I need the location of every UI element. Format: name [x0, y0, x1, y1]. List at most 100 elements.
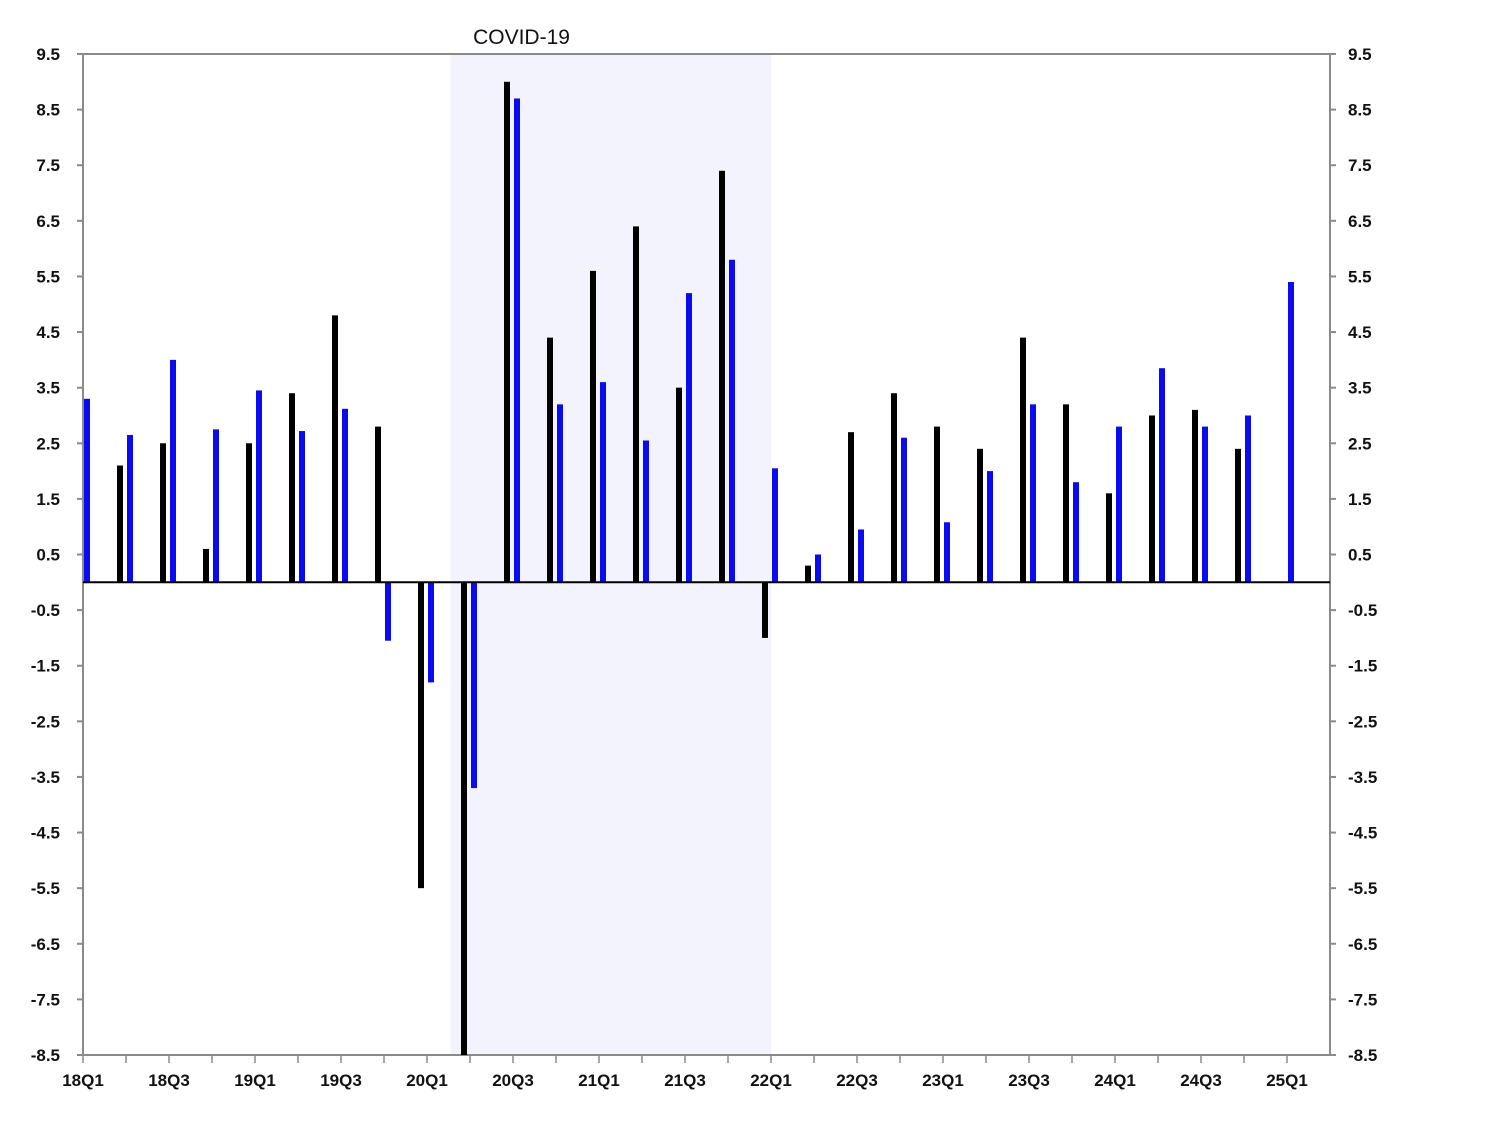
- x-tick-label: 25Q1: [1266, 1071, 1308, 1090]
- y-tick-label-right: 8.5: [1348, 101, 1372, 120]
- bar-series-2-20Q3: [514, 98, 520, 583]
- bar-series-2-19Q3: [342, 408, 348, 583]
- bar-series-2-20Q4: [557, 404, 563, 583]
- x-tick-label: 23Q1: [922, 1071, 964, 1090]
- y-tick-label-right: 7.5: [1348, 156, 1372, 175]
- bar-series-2-19Q2: [299, 431, 305, 583]
- bar-series-2-24Q4: [1245, 415, 1251, 583]
- bar-series-2-23Q1: [944, 522, 950, 583]
- x-tick-label: 24Q3: [1180, 1071, 1222, 1090]
- y-tick-label-left: 4.5: [36, 323, 60, 342]
- bar-series-1-19Q2: [289, 393, 295, 583]
- bar-series-1-24Q3: [1192, 409, 1198, 583]
- x-tick-label: 22Q1: [750, 1071, 792, 1090]
- y-tick-label-left: -8.5: [31, 1046, 60, 1065]
- y-tick-label-right: -8.5: [1348, 1046, 1377, 1065]
- bar-series-1-19Q1: [246, 443, 252, 583]
- y-tick-label-right: 9.5: [1348, 45, 1372, 64]
- bar-series-2-20Q1: [428, 582, 434, 683]
- x-tick-label: 21Q3: [664, 1071, 706, 1090]
- bar-series-1-22Q2: [805, 565, 811, 583]
- bar-series-2-19Q4: [385, 582, 391, 641]
- bar-series-1-21Q1: [590, 270, 596, 583]
- y-tick-label-right: 1.5: [1348, 490, 1372, 509]
- bar-series-1-23Q1: [934, 426, 940, 583]
- bar-series-2-21Q3: [686, 293, 692, 583]
- bar-series-1-18Q4: [203, 548, 209, 583]
- x-tick-label: 22Q3: [836, 1071, 878, 1090]
- bar-series-2-24Q3: [1202, 426, 1208, 583]
- bar-series-1-20Q3: [504, 81, 510, 583]
- y-tick-label-left: -5.5: [31, 879, 60, 898]
- bar-series-2-18Q4: [213, 429, 219, 583]
- bar-series-2-23Q4: [1073, 482, 1079, 583]
- bar-series-2-25Q1: [1288, 282, 1294, 583]
- x-tick-label: 18Q3: [148, 1071, 190, 1090]
- y-tick-label-right: -7.5: [1348, 990, 1377, 1009]
- x-tick-label: 18Q1: [62, 1071, 104, 1090]
- y-tick-label-left: -3.5: [31, 768, 60, 787]
- x-tick-label: 21Q1: [578, 1071, 620, 1090]
- y-tick-label-left: 3.5: [36, 379, 60, 398]
- bar-series-1-22Q4: [891, 393, 897, 583]
- bar-series-1-19Q4: [375, 426, 381, 583]
- x-tick-label: 20Q3: [492, 1071, 534, 1090]
- bar-series-1-18Q3: [160, 443, 166, 583]
- x-tick-label: 23Q3: [1008, 1071, 1050, 1090]
- y-tick-label-right: 4.5: [1348, 323, 1372, 342]
- bar-series-1-20Q4: [547, 337, 553, 583]
- bar-series-1-18Q2: [117, 465, 123, 583]
- y-tick-label-left: 2.5: [36, 434, 60, 453]
- covid-region-label: COVID-19: [473, 26, 570, 49]
- y-tick-label-left: -6.5: [31, 935, 60, 954]
- bar-series-2-21Q1: [600, 382, 606, 583]
- y-tick-label-left: -2.5: [31, 712, 60, 731]
- bar-series-1-23Q4: [1063, 404, 1069, 583]
- bar-series-2-19Q1: [256, 390, 262, 583]
- bar-series-1-23Q3: [1020, 337, 1026, 583]
- y-tick-label-left: 9.5: [36, 45, 60, 64]
- y-tick-label-right: -3.5: [1348, 768, 1377, 787]
- y-tick-label-left: 6.5: [36, 212, 60, 231]
- y-tick-label-right: 3.5: [1348, 379, 1372, 398]
- y-tick-label-right: 0.5: [1348, 546, 1372, 565]
- x-tick-label: 24Q1: [1094, 1071, 1136, 1090]
- y-tick-label-right: 6.5: [1348, 212, 1372, 231]
- x-tick-label: 19Q1: [234, 1071, 276, 1090]
- bar-series-2-24Q2: [1159, 368, 1165, 583]
- bar-series-1-24Q1: [1106, 493, 1112, 583]
- bar-series-2-22Q1: [772, 468, 778, 583]
- y-tick-label-left: -4.5: [31, 824, 60, 843]
- bar-series-2-22Q2: [815, 554, 821, 583]
- y-tick-label-left: -7.5: [31, 990, 60, 1009]
- y-tick-label-left: 7.5: [36, 156, 60, 175]
- y-tick-label-right: -0.5: [1348, 601, 1377, 620]
- bar-series-2-24Q1: [1116, 426, 1122, 583]
- bar-series-1-20Q1: [418, 582, 424, 889]
- covid-shaded-region: [450, 54, 771, 1055]
- bar-series-1-21Q2: [633, 226, 639, 583]
- bar-series-1-24Q4: [1235, 448, 1241, 583]
- y-tick-label-left: -1.5: [31, 657, 60, 676]
- bar-series-2-23Q2: [987, 471, 993, 583]
- bar-series-1-21Q4: [719, 170, 725, 583]
- bar-series-2-23Q3: [1030, 404, 1036, 583]
- bar-series-2-18Q1: [84, 398, 90, 583]
- bar-series-1-24Q2: [1149, 415, 1155, 583]
- y-tick-label-right: 2.5: [1348, 434, 1372, 453]
- y-tick-label-left: 0.5: [36, 546, 60, 565]
- y-tick-label-right: -1.5: [1348, 657, 1377, 676]
- y-tick-label-right: -6.5: [1348, 935, 1377, 954]
- bar-series-2-18Q3: [170, 359, 176, 583]
- bar-series-1-19Q3: [332, 315, 338, 583]
- x-tick-label: 19Q3: [320, 1071, 362, 1090]
- bar-series-1-20Q2: [461, 582, 467, 1055]
- y-tick-label-right: 5.5: [1348, 267, 1372, 286]
- y-tick-label-left: -0.5: [31, 601, 60, 620]
- bar-series-1-21Q3: [676, 387, 682, 583]
- bar-series-1-22Q1: [762, 582, 768, 638]
- y-tick-label-left: 5.5: [36, 267, 60, 286]
- y-tick-label-left: 8.5: [36, 101, 60, 120]
